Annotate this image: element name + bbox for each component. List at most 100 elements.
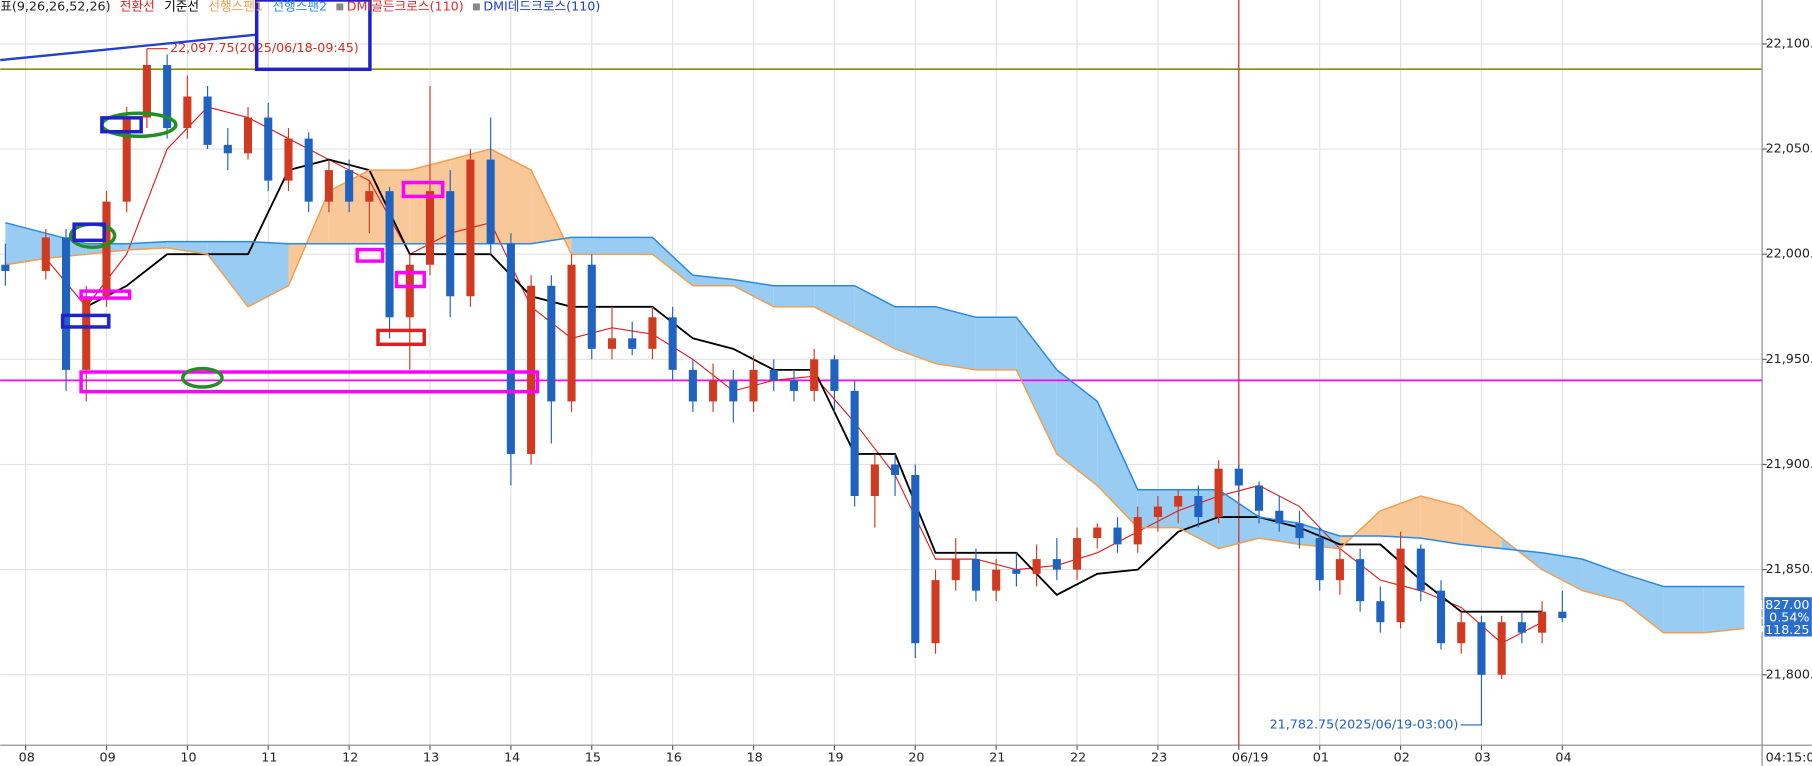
cloud [571,237,612,255]
box [355,247,385,263]
candle-body [1538,611,1547,633]
legend-label: 선행스팬2 [272,0,327,13]
cloud [895,306,936,364]
box [72,222,106,243]
cloud [490,149,532,244]
candle-body [628,338,637,349]
candle-body [1376,601,1385,623]
candle-body [1275,510,1284,524]
candle-body [749,369,758,402]
x-tick-label: 20 [908,749,924,764]
candle-body [688,369,697,402]
legend-label: 전환선 [120,0,155,13]
box [376,328,426,347]
candle-body [1356,559,1365,602]
candle-body [951,559,960,581]
y-tick-label: 22,000.00 [1766,246,1812,261]
candle-body [1457,622,1466,644]
candle-body [789,380,799,391]
candle-body [1517,622,1526,633]
y-tick-label: 22,100.00 [1766,35,1812,50]
candle-body [183,96,192,129]
legend-swatch [336,3,344,11]
cloud [1663,586,1704,633]
candle-body [527,285,536,454]
ellipse [181,366,224,389]
y-tick-label: 21,850.00 [1766,561,1812,576]
candle-body [1234,468,1243,486]
candle-body [891,464,900,476]
legend: 표(9,26,26,52,26) 전환선 기준선 선행스팬1 선행스팬2 DMI골든크로스… [0,0,600,13]
cloud [814,285,855,328]
cloud [1623,573,1664,633]
candle-body [1,264,10,272]
cloud [207,241,249,307]
legend-label: DMI데드크로스(110) [483,0,600,13]
candle-body [567,264,576,402]
cloud [692,275,734,286]
legend-label: 기준선 [164,0,199,13]
candle-body [547,285,556,402]
x-tick-label: 21 [989,749,1005,764]
candle-body [1558,611,1567,618]
candle-body [1174,496,1183,507]
cloud [611,237,653,255]
cloud [652,237,693,286]
candle-body [1052,559,1061,570]
cloud [975,317,1017,370]
x-tick-label: 06/19 [1232,749,1269,764]
candle-body [911,475,920,644]
x-tick-label: 11 [261,749,277,764]
trend-line [0,33,257,62]
candle-body [1133,517,1142,545]
cloud [1097,401,1138,528]
candle-body [122,117,131,202]
candle-body [264,117,273,181]
candle-body [1012,569,1021,574]
y-tick-label: 21,900.00 [1766,456,1812,471]
candle-body [870,464,879,497]
cloud [1703,586,1745,633]
candle-body [385,191,394,318]
candle-body [142,64,151,118]
box [100,116,143,134]
x-tick-label: 12 [342,749,358,764]
candle-body [769,369,778,381]
cloud [935,306,976,370]
candle-body [41,237,50,272]
x-tick-label: 01 [1313,749,1329,764]
candle-body [1093,527,1102,539]
candle-body [648,317,657,349]
candle-body [345,170,354,202]
cloud [5,222,46,265]
cursor-time: 04:15:00 [1766,749,1812,764]
candle-body [425,191,435,265]
x-tick-label: 22 [1070,749,1086,764]
legend-label: 표(9,26,26,52,26) [0,0,110,13]
candle-body [931,580,940,644]
price-box-text: 21827.00 [1749,597,1810,612]
annotation: 21,782.75(2025/06/19-03:00) [1270,716,1459,731]
y-tick-label: 22,050.00 [1766,141,1812,156]
box [79,289,132,300]
price-box-text: ▼118.25 [1755,622,1809,637]
x-tick-label: 19 [827,749,843,764]
candle-body [709,380,718,402]
cloud [1461,506,1502,549]
candle-body [668,317,677,370]
y-tick-label: 21,800.00 [1766,666,1812,681]
candle-body [1254,485,1264,511]
legend-label: 선행스팬1 [208,0,263,13]
x-tick-label: 04 [1555,749,1571,764]
candle-body [405,264,414,318]
cloud [733,279,774,307]
x-tick-label: 09 [100,749,116,764]
legend-label: DMI골든크로스(110) [347,0,464,13]
series-line [5,148,1745,634]
candle-body [365,191,374,202]
cloud [773,285,815,307]
cloud [1016,317,1057,454]
